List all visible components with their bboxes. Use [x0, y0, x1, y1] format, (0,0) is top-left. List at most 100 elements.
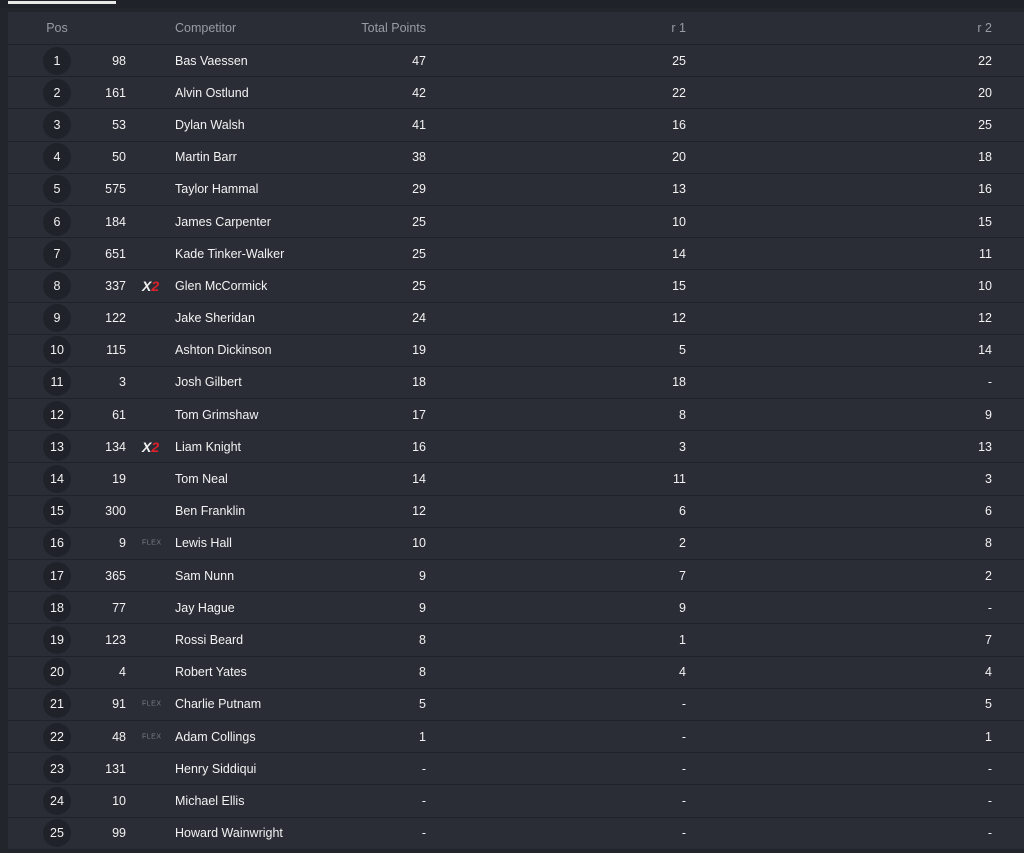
round-2-points: 25 [978, 117, 992, 132]
competitor-name: Martin Barr [175, 150, 237, 165]
round-2-points: 16 [978, 182, 992, 197]
table-row[interactable]: 6 184 James Carpenter 25 10 15 [8, 206, 1024, 239]
round-1-points: 16 [672, 117, 686, 132]
table-row[interactable]: 3 53 Dylan Walsh 41 16 25 [8, 109, 1024, 142]
position-badge: 25 [43, 819, 71, 848]
x2-multiplier-icon: X2 [142, 278, 159, 294]
competitor-name: Dylan Walsh [175, 117, 245, 132]
table-row[interactable]: 12 61 Tom Grimshaw 17 8 9 [8, 399, 1024, 432]
round-1-points: 2 [679, 536, 686, 551]
round-1-points: 14 [672, 246, 686, 261]
standings-table: Pos Competitor Total Points r 1 r 2 1 98 B… [8, 12, 1024, 850]
table-row[interactable]: 4 50 Martin Barr 38 20 18 [8, 142, 1024, 174]
header-pos[interactable]: Pos [46, 21, 68, 35]
table-row[interactable]: 9 122 Jake Sheridan 24 12 12 [8, 303, 1024, 335]
competitor-name: Charlie Putnam [175, 697, 262, 712]
competitor-name: Henry Siddiqui [175, 761, 257, 776]
position-badge: 5 [43, 175, 71, 204]
round-2-points: 11 [979, 246, 992, 261]
total-points: 8 [419, 665, 426, 680]
table-row[interactable]: 8 337 X2 Glen McCormick 25 15 10 [8, 270, 1024, 303]
competitor-name: Liam Knight [175, 439, 242, 454]
total-points: - [421, 793, 426, 808]
table-row[interactable]: 1 98 Bas Vaessen 47 25 22 [8, 45, 1024, 78]
competitor-number: 50 [112, 150, 126, 165]
total-points: 1 [419, 729, 426, 744]
header-r1[interactable]: r 1 [671, 21, 686, 35]
competitor-name: Rossi Beard [175, 632, 244, 647]
round-2-points: - [987, 375, 992, 390]
table-row[interactable]: 18 77 Jay Hague 9 9 - [8, 592, 1024, 625]
table-row[interactable]: 19 123 Rossi Beard 8 1 7 [8, 624, 1024, 657]
competitor-name: Adam Collings [175, 729, 256, 744]
round-2-points: 14 [978, 343, 992, 358]
round-1-points: 13 [672, 182, 686, 197]
position-badge: 1 [43, 46, 71, 75]
position-badge: 9 [43, 304, 71, 333]
round-1-points: - [681, 697, 686, 712]
position-badge: 8 [43, 271, 71, 300]
table-row[interactable]: 14 19 Tom Neal 14 11 3 [8, 463, 1024, 496]
competitor-name: Michael Ellis [175, 793, 245, 808]
table-row[interactable]: 15 300 Ben Franklin 12 6 6 [8, 496, 1024, 528]
table-row[interactable]: 7 651 Kade Tinker-Walker 25 14 11 [8, 238, 1024, 271]
table-row[interactable]: 11 3 Josh Gilbert 18 18 - [8, 367, 1024, 400]
header-r2[interactable]: r 2 [977, 21, 992, 35]
table-row[interactable]: 25 99 Howard Wainwright - - - [8, 818, 1024, 850]
table-row[interactable]: 17 365 Sam Nunn 9 7 2 [8, 560, 1024, 593]
table-row[interactable]: 21 91 FLEX Charlie Putnam 5 - 5 [8, 689, 1024, 721]
competitor-number: 19 [112, 472, 126, 487]
round-1-points: - [681, 793, 686, 808]
round-1-points: 8 [679, 407, 686, 422]
round-2-points: 2 [985, 568, 992, 583]
table-row[interactable]: 13 134 X2 Liam Knight 16 3 13 [8, 431, 1024, 464]
position-badge: 24 [43, 786, 71, 815]
round-2-points: 13 [978, 439, 992, 454]
competitor-number: 91 [112, 697, 126, 712]
header-total-points[interactable]: Total Points [361, 21, 426, 35]
active-tab-indicator[interactable] [8, 1, 116, 4]
x2-multiplier-icon: X2 [142, 439, 159, 455]
table-row[interactable]: 2 161 Alvin Ostlund 42 22 20 [8, 77, 1024, 110]
position-badge: 10 [43, 336, 71, 365]
competitor-number: 161 [105, 85, 126, 100]
table-row[interactable]: 24 10 Michael Ellis - - - [8, 785, 1024, 818]
table-row[interactable]: 22 48 FLEX Adam Collings 1 - 1 [8, 721, 1024, 754]
position-badge: 21 [43, 690, 71, 719]
table-row[interactable]: 20 4 Robert Yates 8 4 4 [8, 657, 1024, 689]
total-points: 47 [412, 53, 426, 68]
round-1-points: 25 [672, 53, 686, 68]
competitor-number: 300 [105, 504, 126, 519]
position-badge: 6 [43, 207, 71, 236]
competitor-name: Sam Nunn [175, 568, 235, 583]
competitor-number: 3 [119, 375, 126, 390]
table-row[interactable]: 5 575 Taylor Hammal 29 13 16 [8, 174, 1024, 206]
flex-badge: FLEX [142, 700, 162, 708]
table-row[interactable]: 23 131 Henry Siddiqui - - - [8, 753, 1024, 786]
round-2-points: 3 [985, 472, 992, 487]
round-1-points: 5 [679, 343, 686, 358]
round-2-points: 18 [978, 150, 992, 165]
round-2-points: 22 [978, 53, 992, 68]
competitor-name: Jake Sheridan [175, 311, 255, 326]
round-1-points: 4 [679, 665, 686, 680]
total-points: 10 [412, 536, 426, 551]
total-points: 9 [419, 568, 426, 583]
competitor-number: 122 [105, 311, 126, 326]
competitor-name: Tom Grimshaw [175, 407, 259, 422]
table-row[interactable]: 10 115 Ashton Dickinson 19 5 14 [8, 335, 1024, 367]
table-row[interactable]: 16 9 FLEX Lewis Hall 10 2 8 [8, 528, 1024, 560]
round-2-points: - [987, 826, 992, 841]
round-1-points: 12 [672, 311, 686, 326]
header-competitor[interactable]: Competitor [175, 21, 237, 35]
round-1-points: 7 [679, 568, 686, 583]
round-2-points: 1 [985, 729, 992, 744]
position-badge: 20 [43, 658, 71, 687]
round-1-points: 1 [679, 632, 686, 647]
total-points: - [421, 826, 426, 841]
round-1-points: - [681, 826, 686, 841]
total-points: 16 [412, 439, 426, 454]
flex-badge: FLEX [142, 733, 162, 741]
round-2-points: 7 [985, 632, 992, 647]
round-2-points: - [987, 793, 992, 808]
